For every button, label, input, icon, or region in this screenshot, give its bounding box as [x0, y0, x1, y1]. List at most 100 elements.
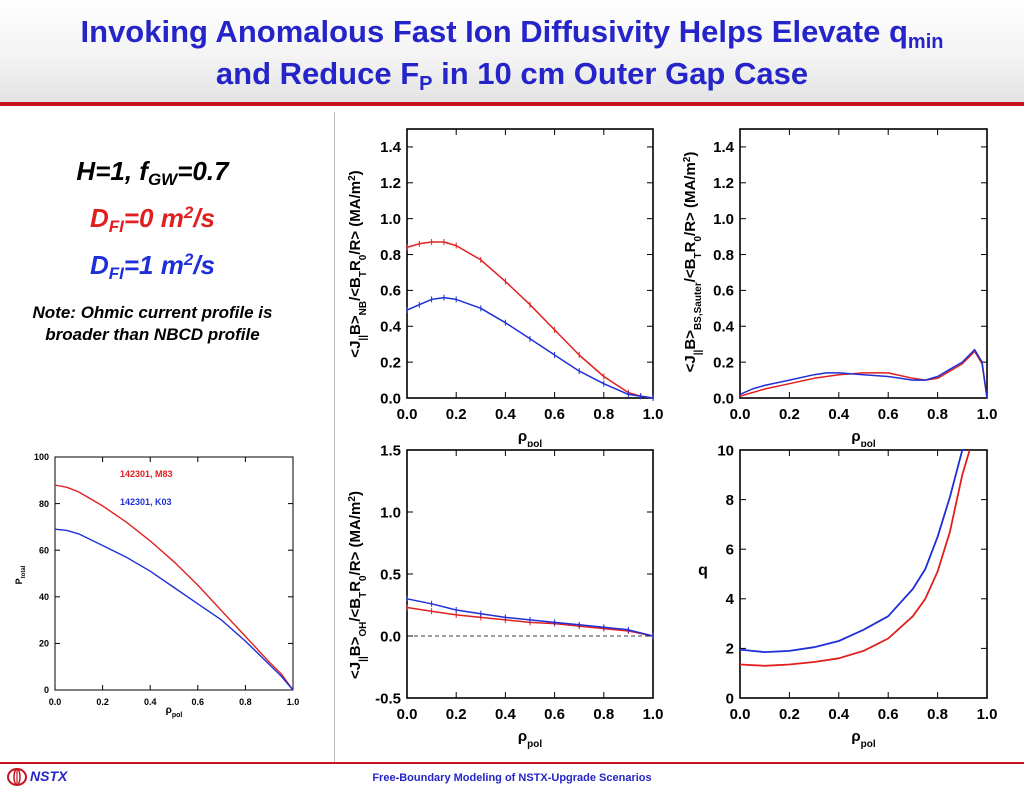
y-tick-label: 1.0	[713, 211, 734, 228]
joh-chart: 0.0 0.2 0.4 0.6 0.8 1.0-0.50.00.51.01.5ρpol<J…	[347, 442, 664, 749]
y-axis-title-part: ||	[358, 656, 369, 662]
case-subscript: FI	[108, 217, 124, 236]
y-axis-title-part: 0	[693, 236, 704, 242]
x-axis-title-part: pol	[527, 439, 542, 448]
y-axis-title-part: R	[347, 581, 364, 592]
x-tick-label: 0.2	[96, 697, 109, 707]
footer-divider	[0, 762, 1024, 764]
case-text: =0.7	[177, 156, 229, 186]
nstx-logo-icon	[7, 768, 27, 786]
y-axis-title-part: )	[682, 152, 699, 157]
x-tick-label: 0.6	[544, 706, 565, 723]
slide-title-line-1: Invoking Anomalous Fast Ion Diffusivity …	[0, 14, 1024, 54]
x-tick-label: 0.8	[593, 406, 614, 423]
y-tick-label: 1.2	[713, 175, 734, 192]
vertical-divider	[334, 112, 335, 762]
x-tick-label: 0.2	[779, 706, 800, 723]
x-tick-label: 0.0	[730, 706, 751, 723]
y-axis-title-part: NB	[358, 301, 369, 315]
title-bar: Invoking Anomalous Fast Ion Diffusivity …	[0, 0, 1024, 106]
case-dfi-1: DFI=1 m2/s	[40, 243, 265, 290]
x-axis-title: ρpol	[518, 428, 542, 447]
x-tick-label: 1.0	[643, 406, 664, 423]
y-axis-title-part: 2	[347, 496, 358, 502]
pressure-chart: 0.0 0.2 0.4 0.6 0.8 1.0 0 20 40 60 80 100 142301, M8…	[14, 452, 300, 718]
y-axis-title: q	[698, 562, 708, 579]
y-tick-label: 0.0	[380, 628, 401, 645]
x-tick-label: 0.6	[192, 697, 205, 707]
jbs-chart: 0.0 0.2 0.4 0.6 0.8 1.0 0.0 0.2 0.4 0.6 0.8 1.0 1.2 1…	[682, 128, 998, 448]
y-tick-label: 6	[726, 541, 734, 558]
y-tick-label: 0.6	[380, 283, 401, 300]
series-line	[739, 348, 988, 399]
case-text: H=1, f	[76, 156, 148, 186]
x-tick-label: 0.0	[397, 706, 418, 723]
x-tick-label: 0.4	[495, 706, 517, 723]
y-axis-title-part: /<B	[682, 258, 699, 282]
y-axis-title: <J||B>OH/<BTR0/R> (MA/m2)	[347, 491, 369, 679]
x-tick-label: 0.4	[144, 697, 157, 707]
x-tick-label: 0.0	[730, 406, 751, 423]
case-subscript: FI	[108, 264, 124, 283]
legend-entry: 142301, K03	[120, 497, 172, 507]
series-line	[54, 528, 294, 691]
y-axis-title-part: /R> (MA/m	[682, 162, 699, 236]
y-tick-label: 40	[39, 592, 49, 602]
y-tick-label: 1.0	[380, 504, 401, 521]
x-tick-label: 0.0	[49, 697, 62, 707]
x-axis-title-part: ρ	[166, 705, 172, 716]
x-tick-label: 0.6	[544, 406, 565, 423]
x-tick-label: 0.8	[239, 697, 252, 707]
y-tick-label: 8	[726, 492, 734, 509]
plot-frame	[406, 128, 654, 399]
y-tick-label: 0.2	[713, 354, 734, 371]
x-tick-label: 0.8	[593, 706, 614, 723]
y-axis-title-part: 0	[358, 575, 369, 581]
footer	[0, 762, 1024, 791]
y-axis-title: <J||B>NB/<BTR0/R> (MA/m2)	[347, 170, 369, 357]
y-axis-title-part: /R> (MA/m	[347, 181, 364, 255]
y-axis-title-part: T	[358, 592, 369, 598]
y-tick-label: -0.5	[375, 690, 401, 707]
x-axis-title: ρpol	[851, 728, 875, 750]
x-tick-label: 0.0	[397, 406, 418, 423]
y-axis-title-part: T	[693, 252, 704, 258]
x-tick-label: 0.6	[878, 406, 899, 423]
x-tick-label: 1.0	[977, 406, 998, 423]
x-axis-title-part: ρ	[851, 728, 860, 745]
case-dfi-0: DFI=0 m2/s	[40, 196, 265, 243]
y-axis-title-part: R	[347, 260, 364, 271]
y-tick-label: 100	[34, 452, 49, 462]
x-axis-title-part: pol	[861, 439, 876, 448]
title-text: Invoking Anomalous Fast Ion Diffusivity …	[80, 14, 908, 49]
case-text: /s	[193, 203, 216, 233]
x-tick-label: 0.4	[828, 406, 850, 423]
y-axis-title-part: /R> (MA/m	[347, 502, 364, 576]
y-tick-label: 2	[726, 641, 734, 658]
plot-frame	[54, 456, 294, 691]
y-tick-label: 1.4	[380, 139, 402, 156]
x-tick-label: 1.0	[287, 697, 300, 707]
footer-org: NSTX	[30, 768, 68, 784]
case-text: =1 m	[123, 250, 184, 280]
y-axis-title-part: ||	[693, 349, 704, 355]
title-subscript: min	[907, 31, 944, 53]
series-line	[739, 350, 988, 399]
y-axis-title: Ptotal	[14, 565, 27, 584]
y-axis-title-part: ||	[358, 335, 369, 341]
case-legend: H=1, fGW=0.7 DFI=0 m2/s DFI=1 m2/s	[40, 155, 265, 290]
y-tick-label: 0.0	[380, 390, 401, 407]
x-axis-title-part: ρ	[518, 728, 527, 745]
y-tick-label: 0.4	[713, 319, 735, 336]
x-axis-title-part: pol	[861, 739, 876, 750]
y-tick-label: 1.0	[380, 211, 401, 228]
case-text: /s	[193, 250, 216, 280]
case-parameters: H=1, fGW=0.7	[40, 155, 265, 196]
plot-frame	[739, 449, 988, 699]
plot-frame	[406, 449, 654, 699]
y-tick-label: 0.6	[713, 283, 734, 300]
case-superscript: 2	[183, 250, 194, 269]
x-tick-label: 1.0	[977, 706, 998, 723]
series-line	[406, 241, 654, 399]
